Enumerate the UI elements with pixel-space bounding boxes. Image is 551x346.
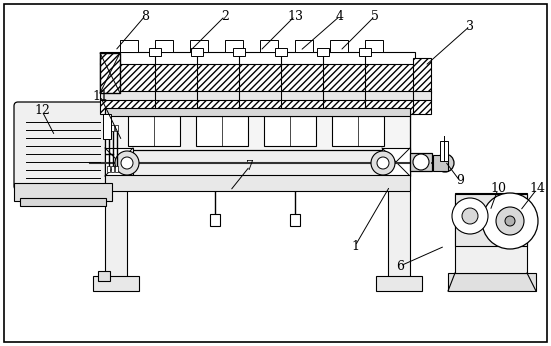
Bar [317, 48, 329, 56]
Bar [111, 166, 114, 172]
Bar [233, 48, 245, 56]
Bar [290, 214, 300, 226]
Bar [14, 183, 112, 201]
Bar [275, 48, 287, 56]
Text: 2: 2 [221, 9, 229, 22]
Circle shape [371, 151, 395, 175]
Bar [100, 100, 415, 114]
Bar [107, 166, 110, 172]
Bar [111, 125, 114, 131]
Bar [448, 273, 536, 291]
Bar [100, 53, 120, 93]
Bar [376, 276, 422, 291]
Bar [410, 153, 432, 171]
Bar [382, 148, 410, 176]
Bar [100, 52, 415, 64]
Circle shape [452, 198, 488, 234]
Circle shape [121, 157, 133, 169]
Bar [455, 193, 527, 273]
Bar [100, 58, 118, 93]
Text: 3: 3 [466, 19, 474, 33]
Bar [149, 48, 161, 56]
Circle shape [482, 193, 538, 249]
Bar [103, 114, 111, 139]
Text: 10: 10 [490, 182, 506, 195]
Circle shape [413, 154, 429, 170]
Bar [413, 100, 431, 114]
Text: 1: 1 [351, 239, 359, 253]
Bar [100, 91, 415, 101]
Text: 14: 14 [529, 182, 545, 195]
Bar [359, 48, 371, 56]
Circle shape [462, 208, 478, 224]
Bar [155, 40, 173, 52]
Bar [332, 116, 384, 146]
Text: 5: 5 [371, 9, 379, 22]
Text: 9: 9 [456, 174, 464, 188]
Bar [105, 71, 127, 281]
Text: 7: 7 [246, 160, 254, 173]
FancyBboxPatch shape [14, 102, 110, 190]
Bar [413, 58, 431, 93]
Bar [330, 40, 348, 52]
Bar [455, 194, 527, 246]
Text: 8: 8 [141, 9, 149, 22]
Bar [440, 141, 448, 161]
Bar [120, 40, 138, 52]
Bar [100, 63, 415, 93]
Bar [196, 116, 248, 146]
Bar [433, 155, 448, 171]
Text: 13: 13 [287, 9, 303, 22]
Circle shape [505, 216, 515, 226]
Bar [115, 125, 118, 131]
Circle shape [496, 207, 524, 235]
Bar [105, 148, 133, 176]
Bar [191, 48, 203, 56]
Bar [365, 40, 383, 52]
Bar [413, 91, 431, 101]
Text: 4: 4 [336, 9, 344, 22]
Bar [98, 271, 110, 281]
Circle shape [377, 157, 389, 169]
Circle shape [115, 151, 139, 175]
Bar [295, 40, 313, 52]
Bar [107, 125, 110, 131]
Bar [93, 276, 139, 291]
Bar [260, 40, 278, 52]
Bar [210, 214, 220, 226]
Text: 12: 12 [34, 104, 50, 118]
Text: 11: 11 [92, 90, 108, 102]
Bar [128, 116, 180, 146]
Bar [388, 71, 410, 281]
Bar [105, 150, 410, 176]
Bar [105, 111, 410, 151]
Circle shape [436, 154, 454, 172]
Bar [190, 40, 208, 52]
Bar [225, 40, 243, 52]
Bar [20, 198, 106, 206]
Bar [115, 166, 118, 172]
Text: 6: 6 [396, 260, 404, 273]
Bar [105, 108, 410, 116]
Bar [105, 175, 410, 191]
Bar [264, 116, 316, 146]
